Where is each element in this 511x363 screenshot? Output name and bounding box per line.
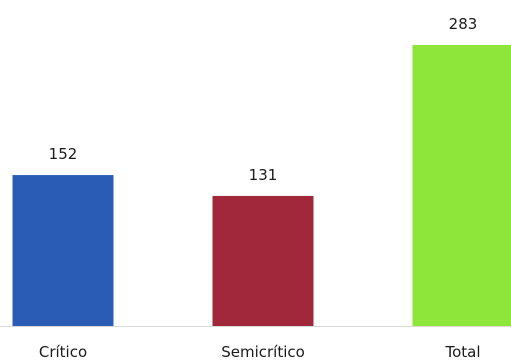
bar-total bbox=[412, 45, 511, 326]
category-label-critico: Crítico bbox=[39, 343, 87, 361]
data-label-total: 283 bbox=[449, 15, 478, 33]
bar-semicritico bbox=[212, 195, 314, 326]
category-label-semicritico: Semicrítico bbox=[221, 343, 305, 361]
category-label-total: Total bbox=[444, 343, 480, 361]
bars-group bbox=[12, 45, 511, 326]
data-label-critico: 152 bbox=[49, 145, 78, 163]
data-labels-group: 152 131 283 bbox=[49, 15, 478, 184]
data-label-semicritico: 131 bbox=[249, 166, 278, 184]
bar-critico bbox=[12, 175, 114, 326]
category-labels-group: Crítico Semicrítico Total bbox=[39, 343, 481, 361]
